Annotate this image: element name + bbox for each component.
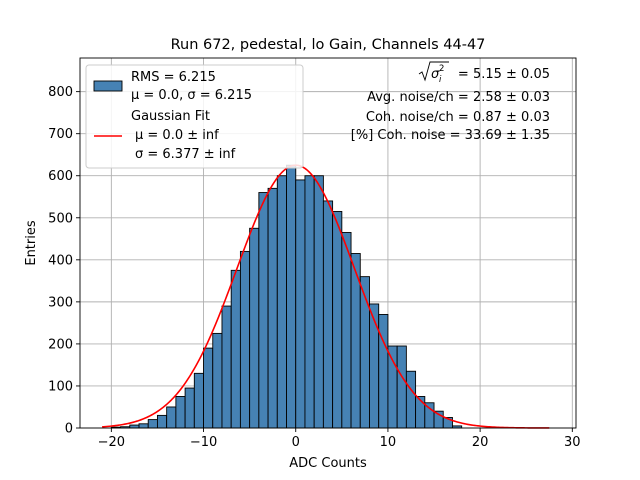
histogram-bar xyxy=(405,370,417,429)
histogram-bar xyxy=(415,396,426,429)
histogram-bar xyxy=(341,232,352,429)
x-tick-label: −20 xyxy=(98,435,125,450)
chart-title: Run 672, pedestal, lo Gain, Channels 44-… xyxy=(171,37,486,53)
y-tick-label: 600 xyxy=(48,169,73,184)
histogram-bar xyxy=(212,332,223,429)
sigma-squared-value: = 5.15 ± 0.05 xyxy=(458,67,550,82)
sigma-squared-symbol: σ 2 i xyxy=(418,61,449,85)
histogram-bar xyxy=(184,387,195,429)
histogram-bar xyxy=(332,211,343,429)
y-tick-label: 700 xyxy=(48,127,73,142)
svg-text:i: i xyxy=(439,75,442,85)
histogram-bar xyxy=(369,303,380,429)
svg-text:2: 2 xyxy=(439,64,444,74)
x-tick-label: 10 xyxy=(380,435,397,450)
y-tick-label: 0 xyxy=(65,422,73,437)
histogram-bars xyxy=(110,164,463,429)
histogram-bar xyxy=(267,187,278,429)
histogram-bar xyxy=(286,164,297,429)
legend: RMS = 6.215 μ = 0.0, σ = 6.215 Gaussian … xyxy=(85,64,304,169)
x-tick-label: 30 xyxy=(564,435,581,450)
axes-frame xyxy=(79,57,577,429)
histogram-bar xyxy=(258,192,269,429)
histogram-bar xyxy=(359,276,370,429)
y-tick-label: 300 xyxy=(48,295,73,310)
histogram-bar xyxy=(276,175,287,429)
gaussian-fit-curve xyxy=(102,164,550,429)
x-axis-label: ADC Counts xyxy=(289,456,367,471)
y-tick-label: 200 xyxy=(48,337,73,352)
histogram-bar xyxy=(166,406,177,429)
y-tick-label: 100 xyxy=(48,379,73,394)
legend-hist-swatch xyxy=(93,80,123,92)
histogram-bar xyxy=(313,175,324,429)
noise-annotations: σ 2 i = 5.15 ± 0.05 Avg. noise/ch = 2.58… xyxy=(351,61,550,143)
histogram-bar xyxy=(396,345,407,429)
y-axis-ticks: 0 100 200 300 400 500 600 700 800 xyxy=(48,85,80,437)
histogram-bar xyxy=(295,179,306,429)
histogram-bar xyxy=(138,423,149,429)
histogram-bar xyxy=(156,414,168,429)
coh-noise-text: Coh. noise/ch = 0.87 ± 0.03 xyxy=(366,110,550,125)
histogram-bar xyxy=(147,419,158,429)
y-tick-label: 800 xyxy=(48,85,73,100)
y-axis-label: Entries xyxy=(24,220,39,266)
legend-fit-sigma: σ = 6.377 ± inf xyxy=(135,147,236,162)
x-tick-label: 20 xyxy=(472,435,489,450)
histogram-bar xyxy=(304,175,315,429)
legend-hist-rms: RMS = 6.215 xyxy=(131,70,216,85)
y-tick-label: 500 xyxy=(48,211,73,226)
histogram-bar xyxy=(322,200,334,429)
legend-fit-title: Gaussian Fit xyxy=(131,109,210,124)
legend-hist-stats: μ = 0.0, σ = 6.215 xyxy=(131,88,252,103)
svg-text:σ: σ xyxy=(431,67,440,82)
x-tick-label: 0 xyxy=(292,435,300,450)
histogram-bar xyxy=(230,269,241,429)
histogram-bar xyxy=(239,250,251,429)
avg-noise-text: Avg. noise/ch = 2.58 ± 0.03 xyxy=(367,90,550,105)
histogram-bar xyxy=(203,347,214,429)
legend-box xyxy=(85,64,304,169)
histogram-bar xyxy=(175,396,186,429)
histogram-bar xyxy=(249,227,260,429)
histogram-bar xyxy=(221,305,232,429)
x-tick-label: −10 xyxy=(190,435,217,450)
legend-fit-mean: μ = 0.0 ± inf xyxy=(135,128,219,143)
histogram-bar xyxy=(193,372,204,429)
x-axis-ticks: −20 −10 0 10 20 30 xyxy=(98,428,581,450)
pct-coh-noise-text: [%] Coh. noise = 33.69 ± 1.35 xyxy=(351,128,550,143)
histogram-bar xyxy=(387,345,398,429)
histogram-bar xyxy=(378,314,389,429)
y-tick-label: 400 xyxy=(48,253,73,268)
